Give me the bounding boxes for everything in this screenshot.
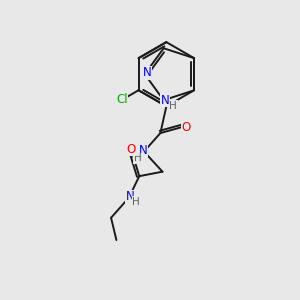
Text: N: N	[139, 144, 148, 157]
Text: H: H	[134, 153, 141, 163]
Text: Cl: Cl	[116, 93, 128, 106]
Text: H: H	[169, 100, 177, 110]
Text: N: N	[161, 94, 170, 107]
Text: O: O	[182, 121, 191, 134]
Text: N: N	[143, 66, 152, 79]
Text: O: O	[127, 143, 136, 156]
Text: H: H	[133, 197, 140, 207]
Text: N: N	[125, 190, 134, 203]
